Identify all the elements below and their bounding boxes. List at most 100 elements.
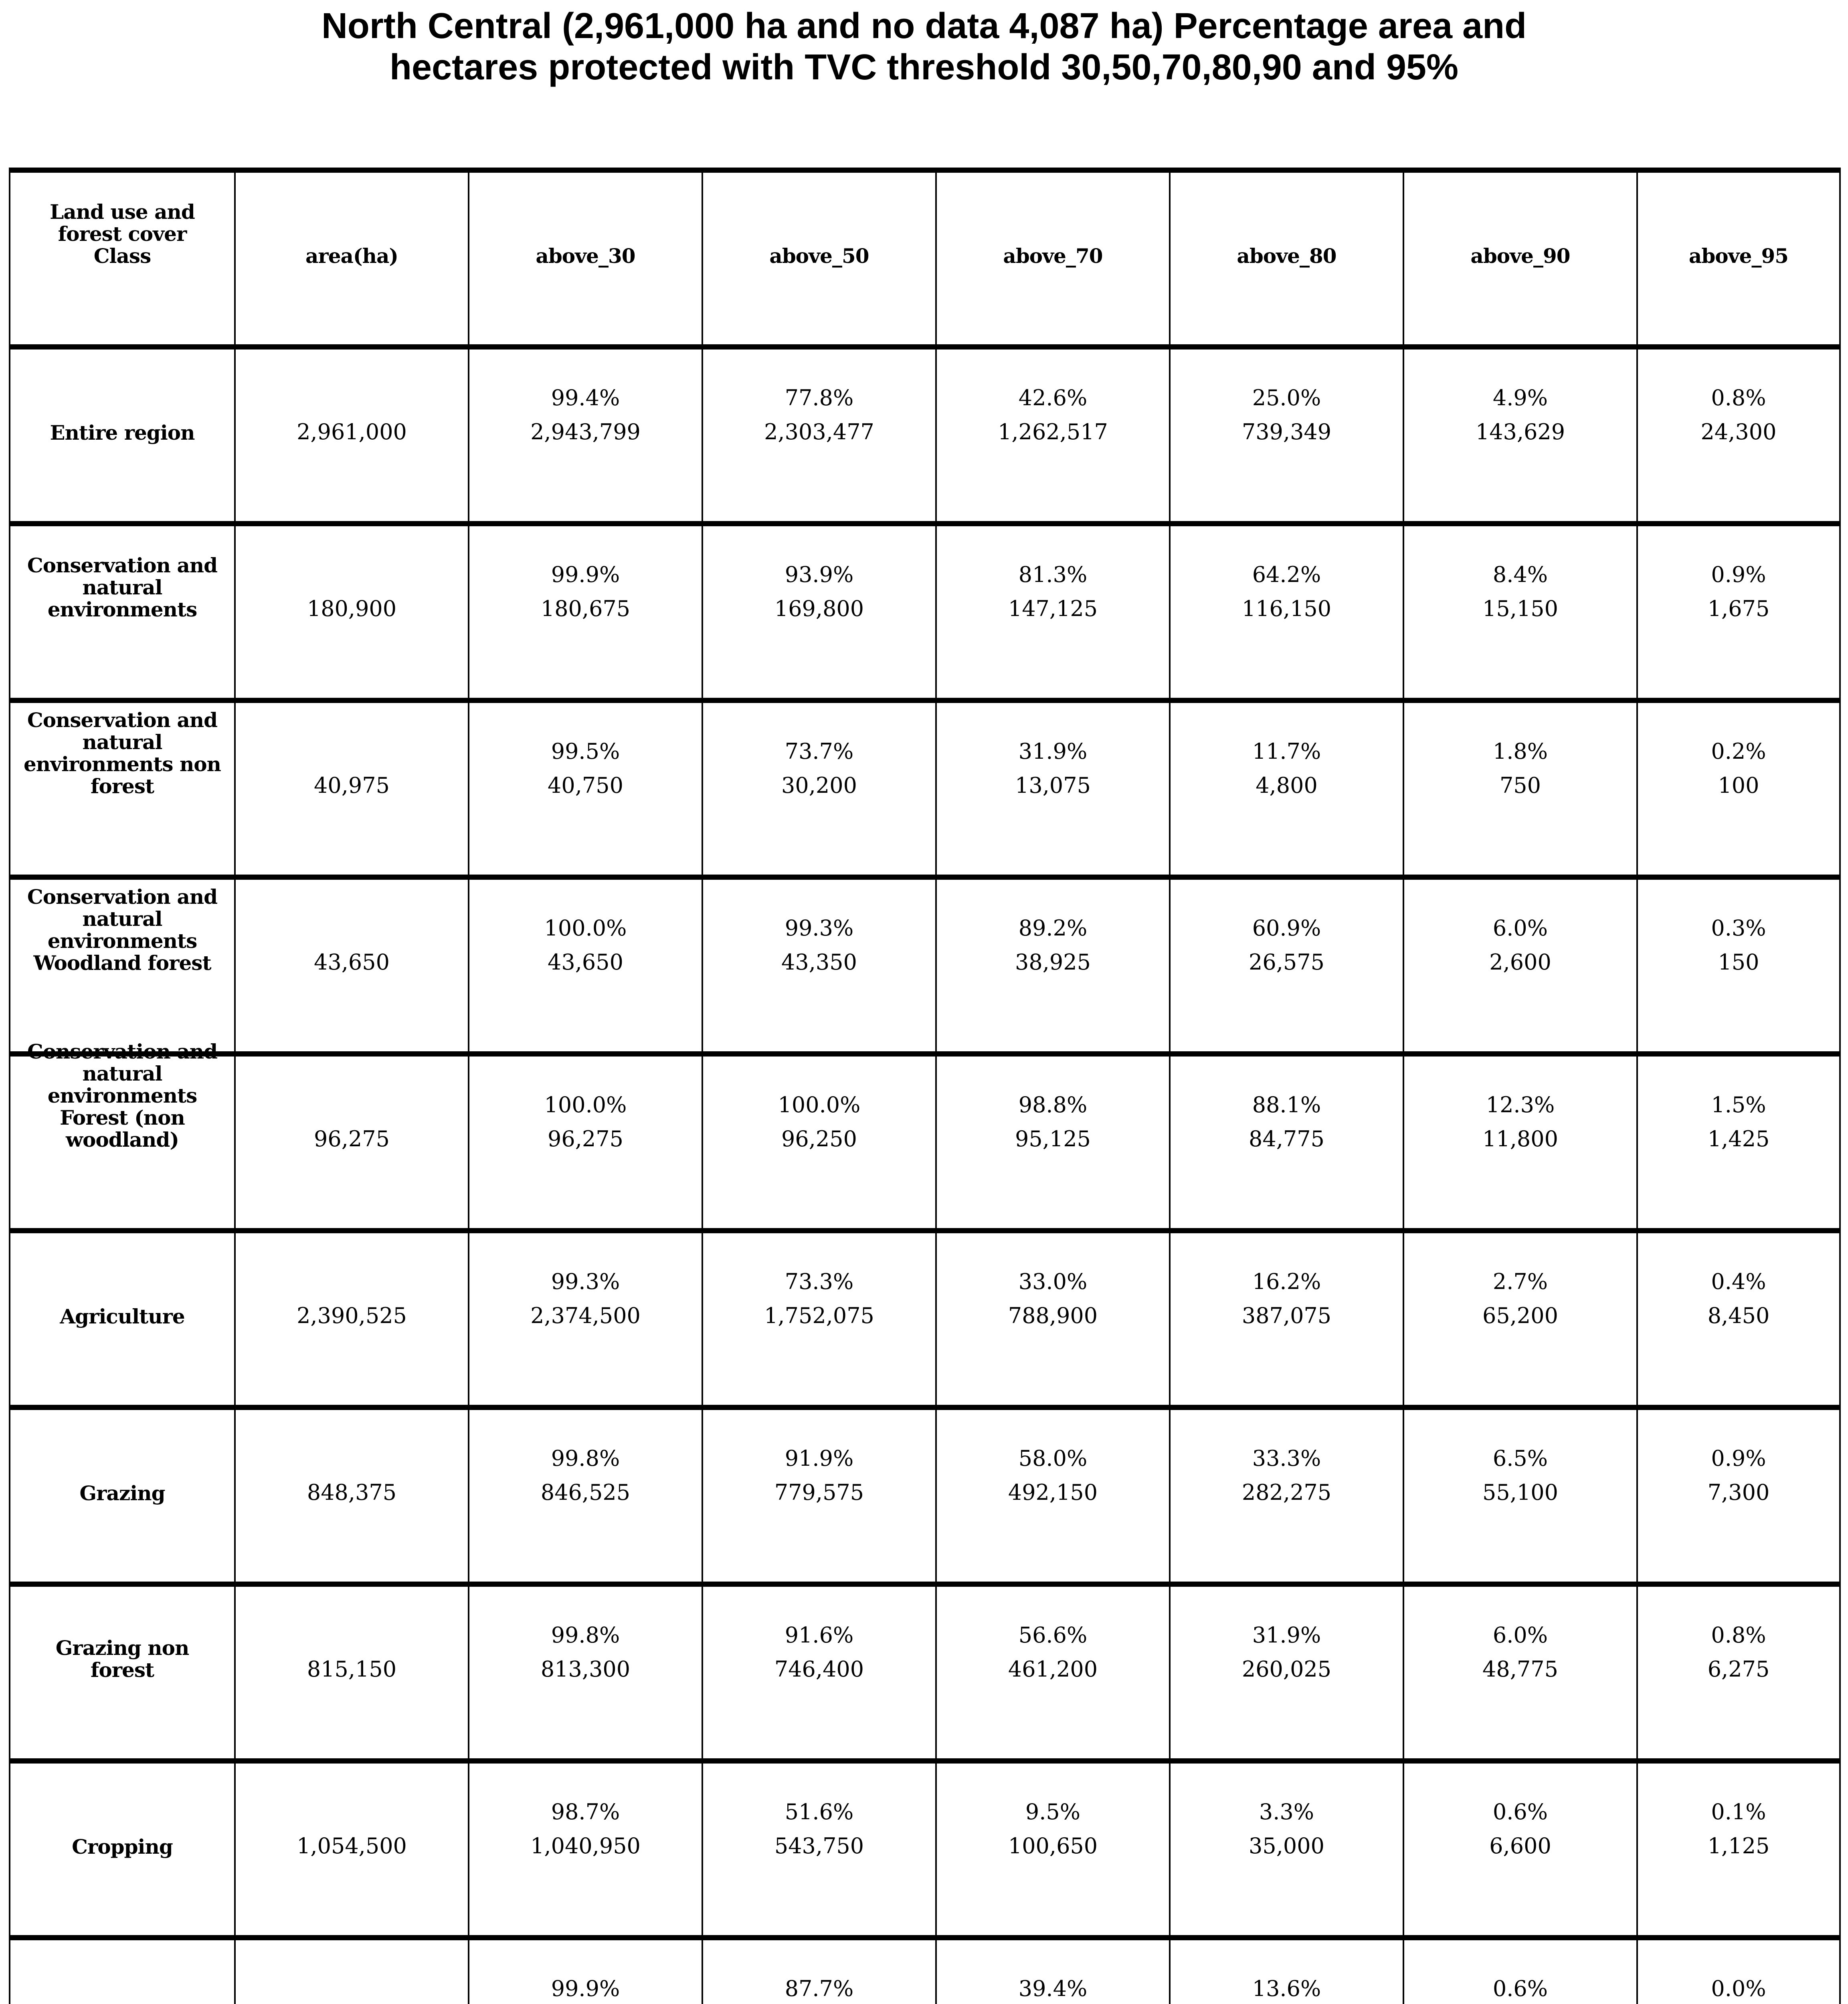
row-label-cell: Grazing non forest — [9, 1582, 236, 1764]
row-label-cell: Conservation and natural environments Fo… — [9, 1040, 236, 1233]
threshold-hectares: 55,100 — [1482, 1480, 1558, 1505]
page-title: North Central (2,961,000 ha and no data … — [0, 6, 1848, 88]
threshold-cell: 99.9%475,975 — [468, 1935, 703, 2004]
threshold-percent: 33.3% — [1252, 1445, 1321, 1471]
row-label-cell: Irrigation — [9, 1935, 236, 2004]
threshold-percent: 33.0% — [1018, 1269, 1088, 1294]
threshold-percent: 11.7% — [1252, 738, 1321, 764]
threshold-cell: 91.9% 779,575 — [702, 1405, 937, 1587]
area-ha-cell: 815,150 — [234, 1582, 469, 1764]
threshold-cell: 98.7% 1,040,950 — [468, 1758, 703, 1940]
area-ha-value: 40,975 — [314, 773, 390, 798]
threshold-cell: 12.3% 11,800 — [1403, 1051, 1638, 1233]
table-row: Cropping 1,054,500 98.7% 1,040,950 51.6% 543,… — [9, 1758, 1841, 1940]
threshold-percent: 60.9% — [1252, 915, 1321, 941]
area-ha-cell: 1,054,500 — [234, 1758, 469, 1940]
threshold-percent: 0.9% — [1711, 1445, 1766, 1471]
table-row: Grazing non forest 815,150 99.8% 813,300 91.… — [9, 1582, 1841, 1764]
threshold-hectares: 24,300 — [1700, 419, 1777, 445]
header-area-ha: area(ha) — [234, 168, 469, 349]
threshold-hectares: 543,750 — [774, 1833, 864, 1859]
threshold-cell: 4.9% 143,629 — [1403, 344, 1638, 526]
threshold-percent: 99.5% — [551, 738, 620, 764]
threshold-cell: 3.3% 35,000 — [1169, 1758, 1404, 1940]
threshold-cell: 51.6% 543,750 — [702, 1758, 937, 1940]
threshold-hectares: 4,800 — [1256, 773, 1318, 798]
threshold-percent: 99.9% — [551, 562, 620, 587]
threshold-percent: 64.2% — [1252, 562, 1321, 587]
threshold-cell: 8.4% 15,150 — [1403, 521, 1638, 703]
area-ha-value: 1,054,500 — [297, 1833, 407, 1859]
threshold-hectares: 1,040,950 — [530, 1833, 641, 1859]
threshold-cell: 1.5% 1,425 — [1636, 1051, 1841, 1233]
threshold-cell: 0.3% 150 — [1636, 875, 1841, 1057]
threshold-cell: 33.0% 788,900 — [935, 1228, 1171, 1410]
threshold-cell: 56.6% 461,200 — [935, 1582, 1171, 1764]
threshold-hectares: 1,262,517 — [998, 419, 1108, 445]
row-label: Grazing non forest — [55, 1636, 190, 1682]
threshold-cell: 99.4% 2,943,799 — [468, 344, 703, 526]
row-label: Agriculture — [60, 1305, 185, 1329]
area-ha-cell: 848,375 — [234, 1405, 469, 1587]
threshold-cell: 0.8% 6,275 — [1636, 1582, 1841, 1764]
threshold-percent: 99.9% — [551, 1976, 620, 2001]
threshold-percent: 0.2% — [1711, 738, 1766, 764]
row-label-cell: Entire region — [9, 344, 236, 526]
table-row: Conservation and natural environments 180… — [9, 521, 1841, 703]
threshold-percent: 25.0% — [1252, 385, 1321, 410]
threshold-percent: 93.9% — [784, 562, 854, 587]
threshold-hectares: 26,575 — [1249, 949, 1324, 975]
threshold-percent: 99.8% — [551, 1445, 620, 1471]
table-body: Entire region 2,961,000 99.4% 2,943,799 77.8… — [9, 344, 1841, 2004]
row-label: Conservation and natural environments no… — [23, 708, 221, 798]
threshold-cell: 91.6% 746,400 — [702, 1582, 937, 1764]
table-row: Irrigation476,60099.9%475,97587.7%417,92… — [9, 1935, 1841, 2004]
row-label-cell: Agriculture — [9, 1228, 236, 1410]
threshold-cell: 0.9% 7,300 — [1636, 1405, 1841, 1587]
threshold-cell: 81.3% 147,125 — [935, 521, 1171, 703]
threshold-percent: 3.3% — [1259, 1799, 1314, 1824]
threshold-percent: 0.0% — [1711, 1976, 1766, 2001]
threshold-percent: 16.2% — [1252, 1269, 1321, 1294]
header-above-80: above_80 — [1169, 168, 1404, 349]
threshold-cell: 6.0% 2,600 — [1403, 875, 1638, 1057]
threshold-hectares: 84,775 — [1249, 1126, 1324, 1152]
threshold-percent: 73.7% — [784, 738, 854, 764]
threshold-cell: 42.6% 1,262,517 — [935, 344, 1171, 526]
threshold-hectares: 15,150 — [1482, 596, 1558, 622]
threshold-hectares: 96,275 — [548, 1126, 623, 1152]
threshold-percent: 100.0% — [544, 1092, 627, 1117]
threshold-hectares: 147,125 — [1008, 596, 1098, 622]
area-ha-value: 815,150 — [307, 1657, 397, 1682]
row-label-cell: Conservation and natural environments no… — [9, 698, 236, 880]
threshold-percent: 6.0% — [1492, 915, 1548, 941]
threshold-cell: 60.9% 26,575 — [1169, 875, 1404, 1057]
area-ha-value: 2,961,000 — [297, 419, 407, 445]
threshold-cell: 58.0% 492,150 — [935, 1405, 1171, 1587]
threshold-percent: 99.8% — [551, 1622, 620, 1648]
threshold-percent: 39.4% — [1018, 1976, 1088, 2001]
threshold-hectares: 48,775 — [1482, 1657, 1558, 1682]
header-above-95: above_95 — [1636, 168, 1841, 349]
header-class: Land use and forest cover Class — [9, 168, 236, 349]
threshold-cell: 0.6% 6,600 — [1403, 1758, 1638, 1940]
threshold-hectares: 40,750 — [548, 773, 623, 798]
threshold-percent: 89.2% — [1018, 915, 1088, 941]
row-label: Entire region — [50, 421, 195, 445]
threshold-cell: 33.3% 282,275 — [1169, 1405, 1404, 1587]
threshold-percent: 1.8% — [1492, 738, 1548, 764]
row-label-cell: Conservation and natural environments — [9, 521, 236, 703]
header-row: Land use and forest cover Class area(ha)… — [9, 168, 1841, 349]
threshold-cell: 25.0% 739,349 — [1169, 344, 1404, 526]
threshold-percent: 100.0% — [544, 915, 627, 941]
threshold-percent: 88.1% — [1252, 1092, 1321, 1117]
threshold-cell: 89.2% 38,925 — [935, 875, 1171, 1057]
threshold-percent: 99.4% — [551, 385, 620, 410]
area-ha-cell: 476,600 — [234, 1935, 469, 2004]
threshold-hectares: 387,075 — [1241, 1303, 1332, 1329]
threshold-percent: 4.9% — [1492, 385, 1548, 410]
threshold-cell: 100.0% 96,250 — [702, 1051, 937, 1233]
threshold-hectares: 2,943,799 — [530, 419, 641, 445]
threshold-percent: 58.0% — [1018, 1445, 1088, 1471]
threshold-cell: 16.2% 387,075 — [1169, 1228, 1404, 1410]
